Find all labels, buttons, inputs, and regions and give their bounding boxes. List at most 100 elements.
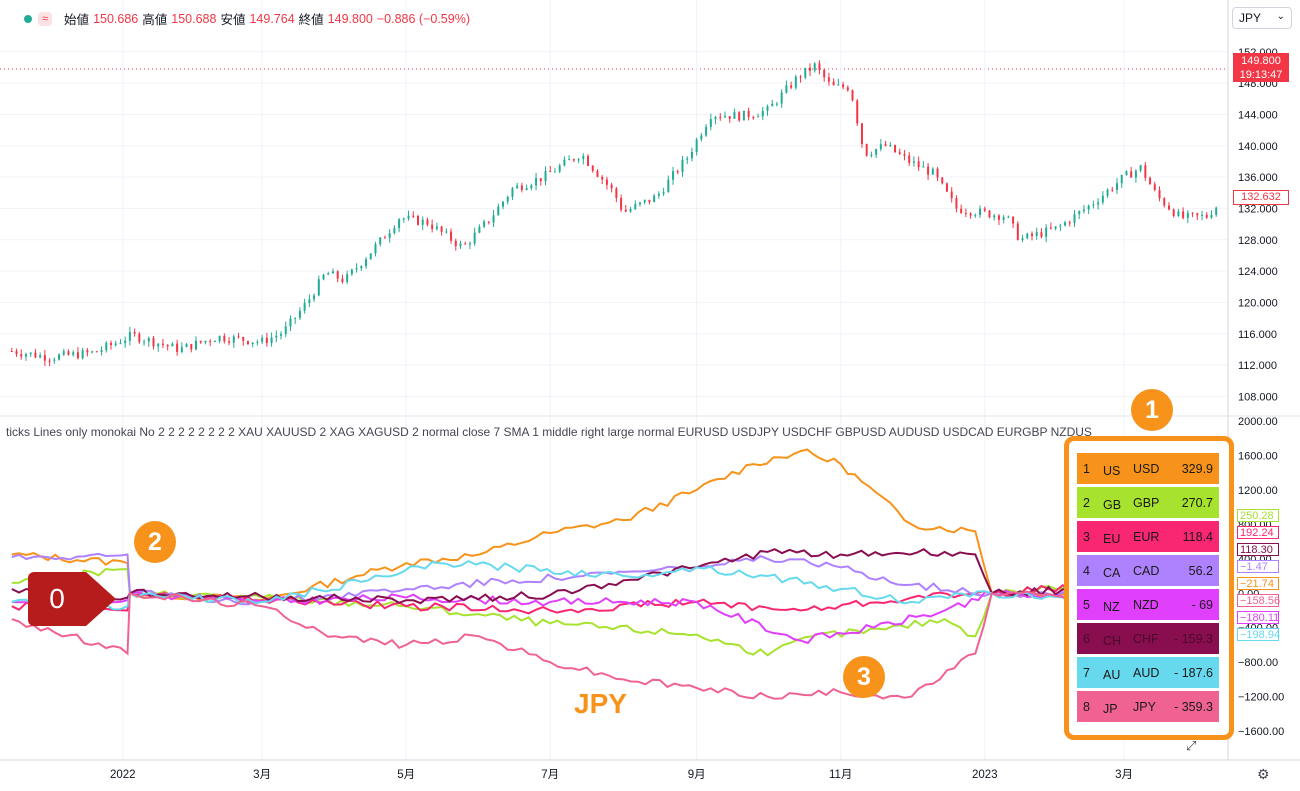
candle-body: [157, 343, 160, 347]
candle-body: [832, 81, 835, 86]
candle-body: [280, 334, 283, 336]
candle-body: [983, 208, 986, 211]
zero-marker: 0: [28, 572, 86, 626]
strength-line-aud: [11, 559, 1219, 614]
current-price: 149.800: [1241, 55, 1281, 67]
wave-icon[interactable]: ≈: [38, 11, 53, 26]
strength-value-tag: 250.28: [1237, 509, 1279, 522]
ranking-cur: CAD: [1133, 564, 1160, 578]
time-tick: 3月: [1115, 769, 1133, 781]
ranking-cur: CHF: [1133, 632, 1159, 646]
gear-icon[interactable]: ⚙: [1257, 766, 1270, 782]
strength-tick: 1600.00: [1238, 450, 1278, 462]
candle-body: [1007, 216, 1010, 218]
candle-body: [355, 268, 358, 270]
candle-body: [681, 159, 684, 173]
candle-body: [979, 208, 982, 216]
candle-body: [497, 206, 500, 216]
ranking-row-gbp: 2 GB GBP 270.7: [1077, 487, 1219, 518]
ranking-cc: US: [1103, 464, 1121, 478]
candle-body: [601, 176, 604, 180]
candle-body: [964, 213, 967, 215]
candle-body: [95, 351, 98, 353]
strength-line-jpy: [11, 590, 1219, 700]
candle-body: [997, 215, 1000, 220]
ranking-cc: CA: [1103, 566, 1121, 580]
ranking-cur: AUD: [1133, 666, 1160, 680]
symbol-value: JPY: [1239, 11, 1262, 25]
candle-body: [303, 303, 306, 311]
badge-1: 1: [1131, 389, 1173, 431]
candle-body: [369, 253, 372, 260]
candle-body: [180, 347, 183, 352]
candle-body: [723, 116, 726, 118]
ranking-row-eur: 3 EU EUR 118.4: [1077, 521, 1219, 552]
candle-body: [1045, 227, 1048, 237]
time-tick: 9月: [688, 769, 706, 781]
candle-body: [1205, 214, 1208, 218]
countdown: 19:13:47: [1239, 69, 1283, 81]
candle-body: [450, 231, 453, 241]
candle-body: [1054, 226, 1057, 229]
strength-value-tag: 192.24: [1237, 526, 1279, 539]
time-tick: 7月: [541, 769, 559, 781]
candle-body: [1177, 211, 1180, 216]
candle-body: [553, 171, 556, 173]
ohlc-legend: ≈ 始値 150.686 高値 150.688 安値 149.764 終値 149.80…: [6, 9, 470, 28]
candle-body: [341, 278, 344, 283]
candle-body: [719, 117, 722, 119]
candle-body: [544, 170, 547, 182]
candle-body: [213, 341, 216, 343]
candle-body: [506, 196, 509, 202]
candle-body: [1073, 214, 1076, 223]
candle-body: [284, 326, 287, 335]
price-tick: 116.000: [1238, 329, 1277, 341]
candle-body: [1026, 233, 1029, 239]
candle-body: [468, 243, 471, 245]
candle-body: [582, 156, 585, 160]
candle-body: [133, 331, 136, 334]
candle-body: [742, 110, 745, 121]
ranking-cc: GB: [1103, 498, 1122, 512]
ranking-row-chf: 6 CH CHF - 159.3: [1077, 623, 1219, 654]
expand-icon[interactable]: ⤢: [1186, 738, 1197, 753]
low-label: 安値: [220, 13, 246, 27]
candle-body: [67, 351, 70, 355]
candle-body: [903, 153, 906, 156]
candle-body: [766, 106, 769, 111]
candle-body: [827, 77, 830, 82]
candle-body: [39, 355, 42, 358]
candle-body: [478, 226, 481, 233]
strength-tick: 2000.00: [1238, 416, 1278, 428]
badge-3: 3: [843, 656, 885, 698]
candle-body: [1097, 202, 1100, 205]
change-value: −0.886 (−0.59%): [376, 11, 470, 26]
candle-body: [407, 215, 410, 219]
candle-body: [393, 228, 396, 234]
candle-body: [81, 350, 84, 359]
candle-body: [1068, 222, 1071, 224]
candle-body: [695, 139, 698, 152]
candle-body: [1144, 165, 1147, 178]
candle-body: [336, 271, 339, 279]
symbol-selector[interactable]: JPY ⌄: [1232, 7, 1292, 29]
candle-body: [615, 188, 618, 198]
candle-body: [1158, 190, 1161, 199]
strength-ranking-table: 1 US USD 329.9 2 GB GBP 270.7 3 EU EUR 118.4 4 CA CAD 5…: [1064, 436, 1234, 740]
candle-body: [360, 266, 363, 269]
ranking-cur: EUR: [1133, 530, 1160, 544]
low-value: 149.764: [249, 11, 295, 26]
candle-body: [596, 170, 599, 177]
indicator-title[interactable]: ticks Lines only monokai No 2 2 2 2 2 2 …: [6, 425, 1092, 439]
candle-body: [43, 355, 46, 361]
close-label: 終値: [298, 13, 324, 27]
candle-body: [1196, 213, 1199, 216]
candle-body: [1172, 209, 1175, 216]
candle-body: [331, 271, 334, 274]
candle-body: [1064, 222, 1067, 226]
candle-body: [775, 103, 778, 105]
badge-2: 2: [134, 521, 176, 563]
high-value: 150.688: [171, 11, 217, 26]
candle-body: [15, 351, 18, 355]
strength-tick: −800.00: [1238, 657, 1278, 669]
